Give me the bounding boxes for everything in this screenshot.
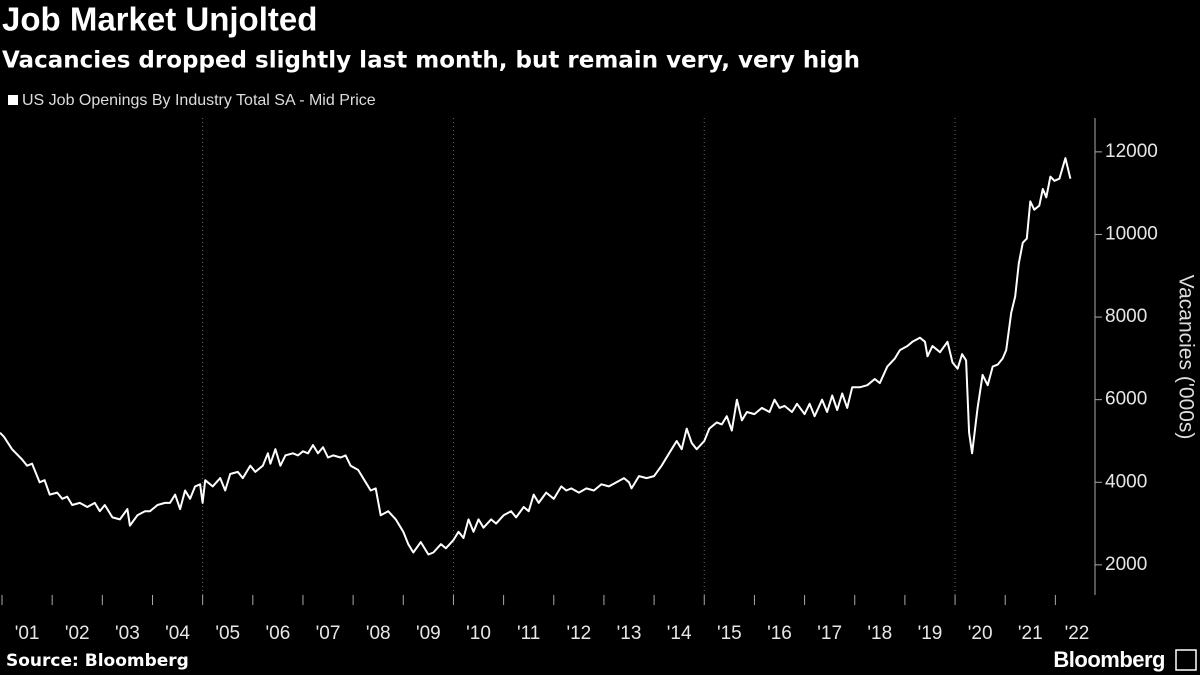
x-tick-label: '05: [215, 623, 240, 644]
x-tick-label: '20: [968, 623, 993, 644]
x-tick-label: '07: [316, 623, 341, 644]
brand: Bloomberg: [1053, 647, 1165, 672]
x-tick-label: '04: [165, 623, 190, 644]
x-tick-label: '17: [817, 623, 842, 644]
y-tick-label: 2000: [1105, 554, 1147, 575]
y-tick-label: 12000: [1105, 141, 1158, 162]
x-tick-label: '21: [1018, 623, 1043, 644]
legend-swatch: [8, 95, 18, 105]
x-tick-label: '16: [767, 623, 792, 644]
x-tick-label: '08: [366, 623, 391, 644]
x-tick-label: '03: [115, 623, 140, 644]
y-tick-label: 10000: [1105, 223, 1158, 244]
x-tick-label: '13: [617, 623, 642, 644]
x-tick-label: '19: [918, 623, 943, 644]
y-tick-label: 6000: [1105, 389, 1147, 410]
x-tick-label: '22: [1065, 623, 1090, 644]
data-line: [0, 157, 1072, 556]
y-tick-label: 4000: [1105, 471, 1147, 492]
x-tick-label: '15: [717, 623, 742, 644]
x-tick-label: '10: [466, 623, 491, 644]
x-tick-label: '01: [15, 623, 40, 644]
x-tick-label: '09: [416, 623, 441, 644]
x-tick-label: '11: [517, 623, 540, 644]
brand-icon: [1175, 649, 1197, 671]
chart-title: Job Market Unjolted: [2, 1, 317, 38]
x-tick-label: '02: [65, 623, 90, 644]
x-tick-label: '06: [266, 623, 291, 644]
y-axis-label: Vacancies ('000s): [1174, 275, 1197, 440]
y-tick-label: 8000: [1105, 306, 1147, 327]
x-tick-label: '12: [566, 623, 591, 644]
x-tick-label: '18: [867, 623, 892, 644]
source: Source: Bloomberg: [6, 651, 189, 671]
chart-subtitle: Vacancies dropped slightly last month, b…: [2, 48, 860, 74]
legend-label: US Job Openings By Industry Total SA - M…: [22, 92, 376, 109]
x-tick-label: '14: [667, 623, 692, 644]
